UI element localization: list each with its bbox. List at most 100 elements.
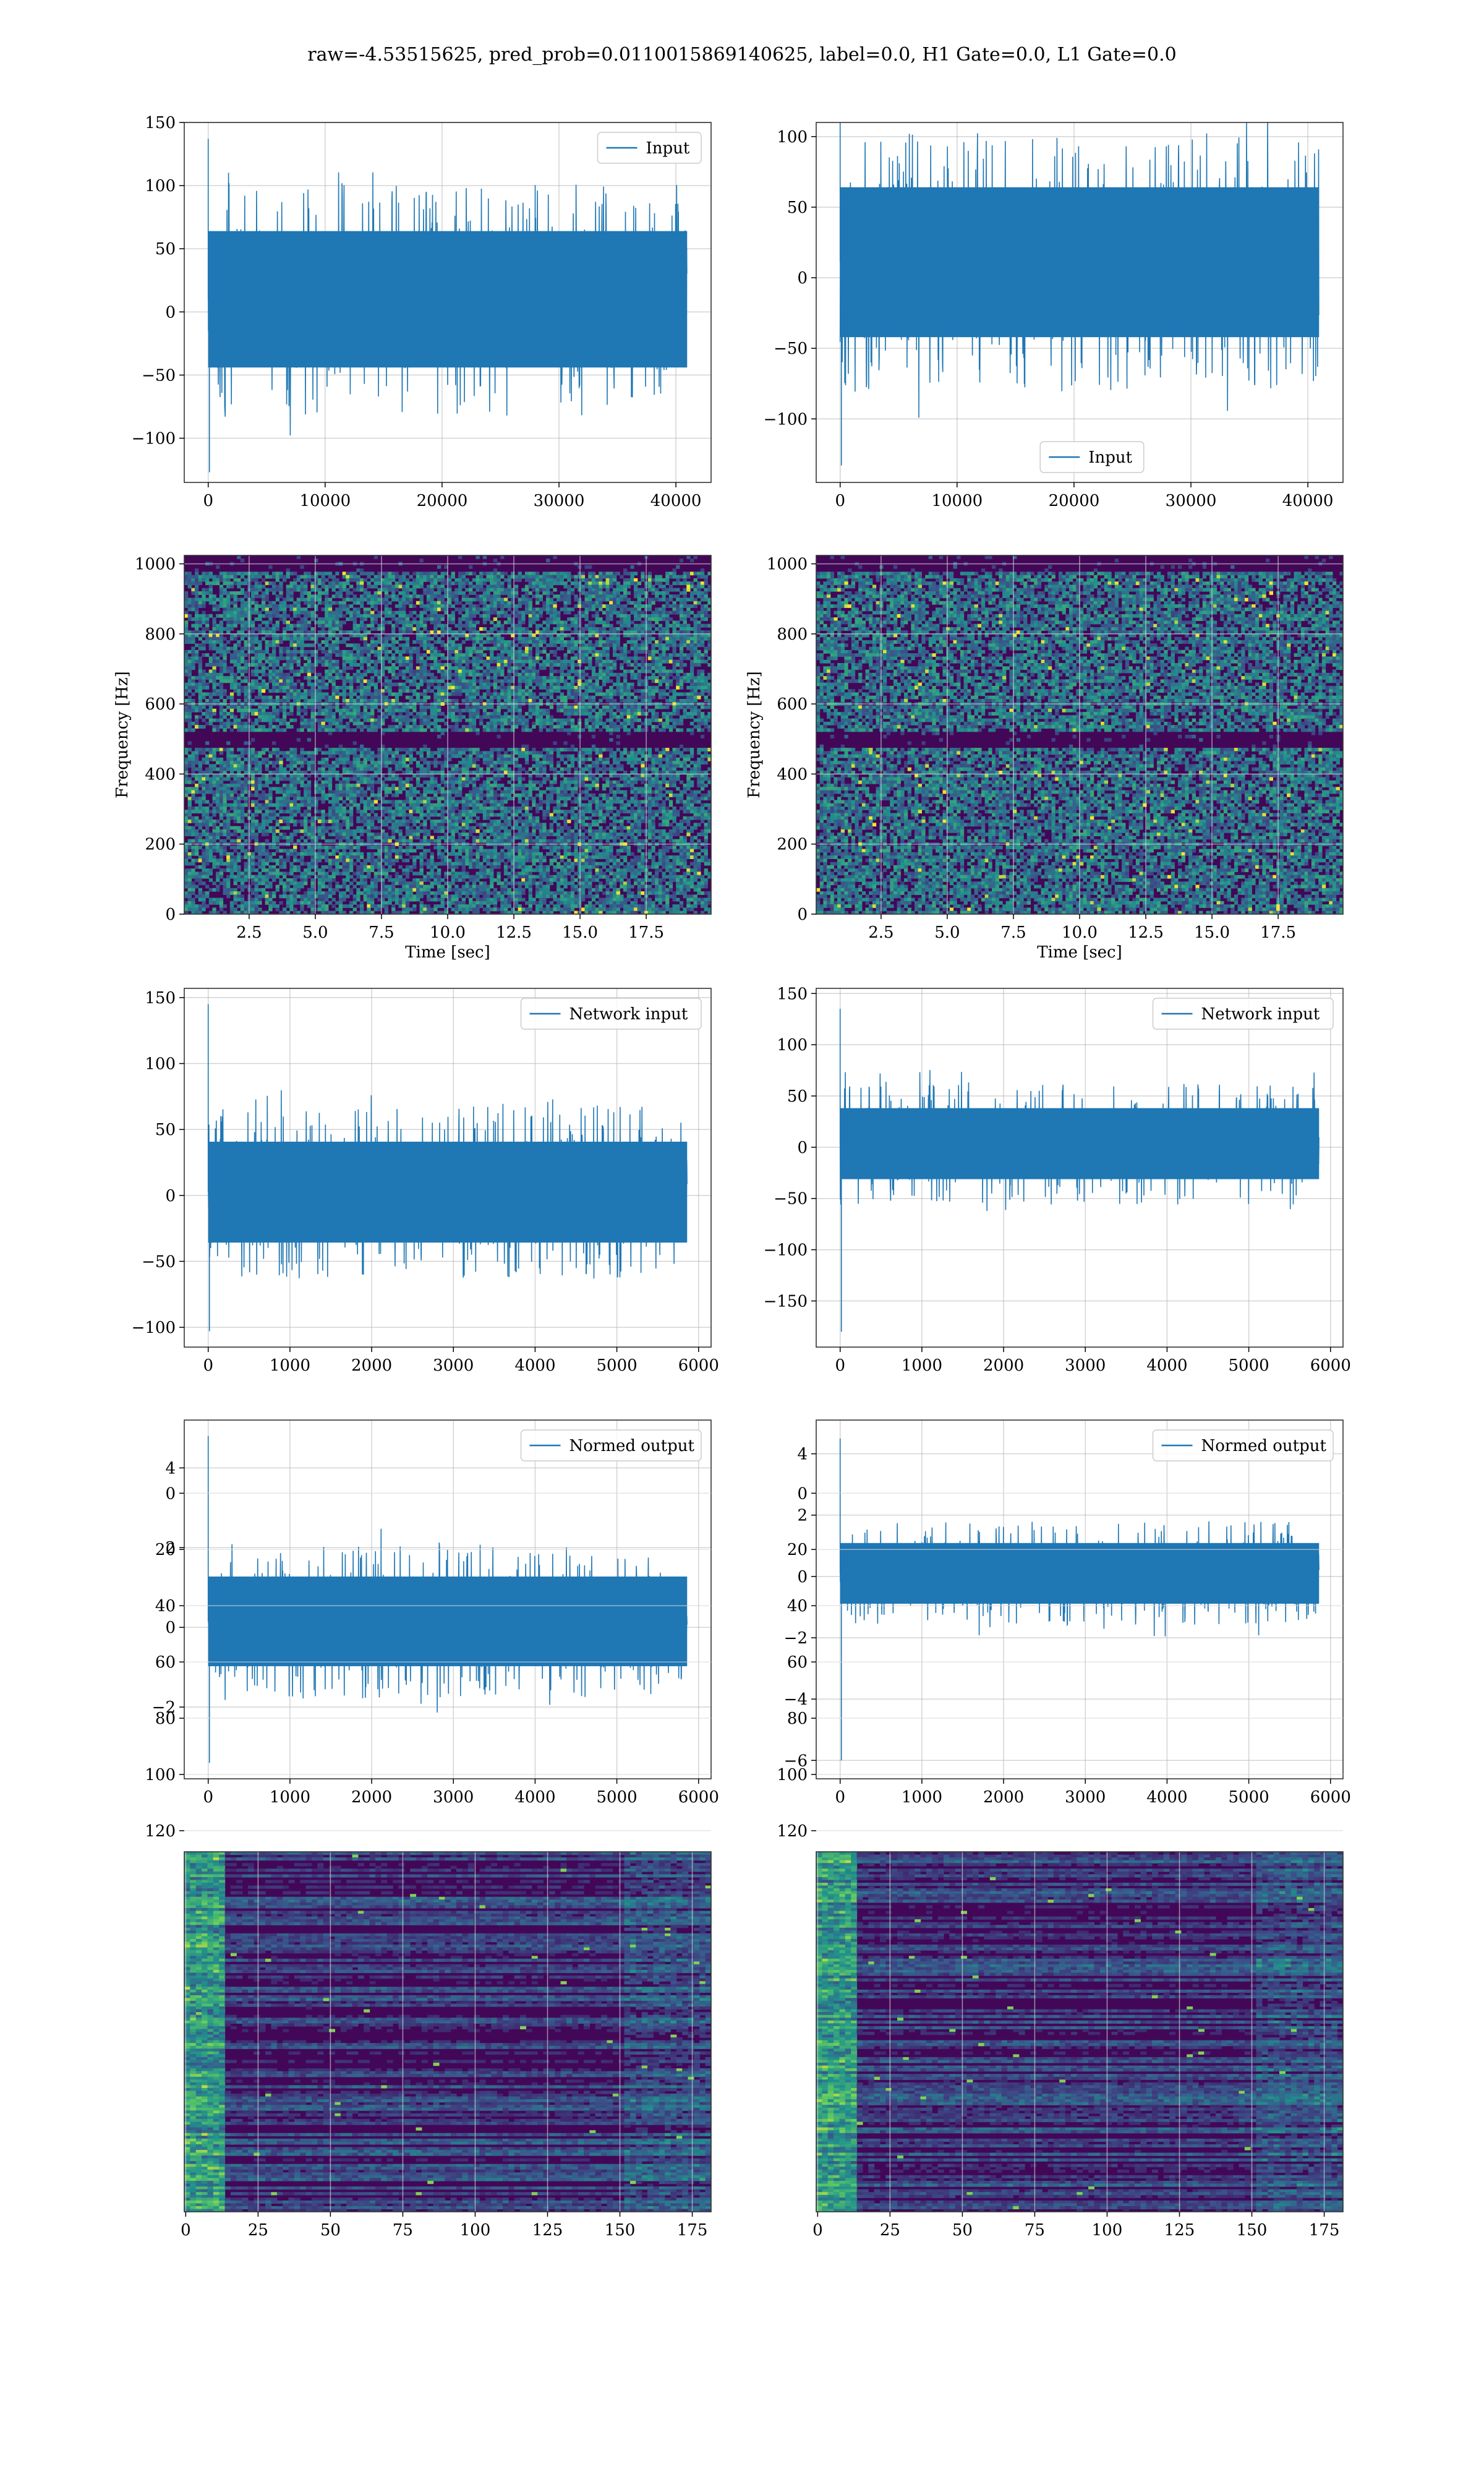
- legend: Network input: [1152, 998, 1334, 1030]
- x-tick-label: 5000: [597, 1788, 638, 1807]
- x-tick-label: 40000: [1282, 492, 1334, 510]
- x-tick-label: 3000: [433, 1788, 474, 1807]
- x-tick-label: 15.0: [562, 923, 598, 942]
- x-tick-label: 50: [320, 2221, 341, 2240]
- y-tick-label: 50: [155, 240, 176, 259]
- y-tick-label: 60: [787, 1653, 808, 1672]
- x-tick-label: 100: [1092, 2221, 1123, 2240]
- x-tick-label: 0: [203, 492, 213, 510]
- x-tick-label: 5.0: [934, 923, 960, 942]
- axes-frame: [816, 122, 1344, 483]
- x-tick-label: 12.5: [1128, 923, 1164, 942]
- y-tick-label: −50: [774, 340, 808, 358]
- y-tick-label: 400: [777, 765, 808, 784]
- x-tick-label: 2000: [983, 1356, 1024, 1375]
- x-tick-label: 0: [835, 492, 845, 510]
- x-tick-label: 2000: [351, 1788, 392, 1807]
- y-tick-label: 40: [155, 1597, 176, 1616]
- heatmap-image: [184, 1852, 711, 2212]
- legend-label: Input: [646, 139, 690, 158]
- x-tick-label: 175: [677, 2221, 708, 2240]
- legend-label: Normed output: [569, 1437, 695, 1455]
- x-tick-label: 4000: [514, 1788, 555, 1807]
- y-tick-label: 100: [777, 1036, 808, 1055]
- legend-box: [1152, 998, 1334, 1030]
- subplot-3-1: 0 1000 2000 3000 4000 5000 6000 −6 −4 −2 0 2 4 Normed…: [784, 1419, 1351, 1807]
- y-tick-label: −50: [774, 1190, 808, 1209]
- y-tick-label: 20: [787, 1541, 808, 1559]
- y-tick-label: 60: [155, 1653, 176, 1672]
- x-tick-label: 150: [605, 2221, 636, 2240]
- legend-box: [1152, 1429, 1334, 1462]
- axes-frame: [184, 988, 712, 1348]
- subplot-1-0: 2.5 5.0 7.5 10.0 12.5 15.0 17.5 0 200 400 600 800 10…: [113, 555, 712, 962]
- x-tick-label: 4000: [514, 1356, 555, 1375]
- y-tick-label: 0: [165, 303, 176, 322]
- x-tick-label: 1000: [270, 1356, 310, 1375]
- x-tick-label: 17.5: [628, 923, 664, 942]
- x-tick-label: 5000: [1229, 1356, 1269, 1375]
- series-band: [840, 1108, 1320, 1179]
- y-tick-label: 50: [787, 199, 808, 217]
- x-tick-label: 75: [393, 2221, 413, 2240]
- x-tick-label: 1000: [902, 1356, 942, 1375]
- x-tick-label: 10.0: [1062, 923, 1098, 942]
- grid: [816, 1492, 1343, 2212]
- y-tick-label: 80: [787, 1710, 808, 1728]
- x-tick-label: 6000: [1310, 1356, 1351, 1375]
- y-tick-label: 150: [145, 114, 176, 132]
- legend-label: Input: [1088, 448, 1132, 467]
- y-tick-label: 0: [797, 269, 808, 288]
- y-axis-label: Frequency [Hz]: [745, 671, 764, 798]
- y-tick-label: 4: [797, 1445, 808, 1464]
- axes-frame: [816, 1851, 1344, 2212]
- subplot-2-0: 0 1000 2000 3000 4000 5000 6000 −100 −50 0 50 100 15…: [132, 988, 719, 1375]
- x-tick-label: 25: [880, 2221, 900, 2240]
- axes-frame: [184, 1851, 712, 2212]
- y-tick-label: −4: [784, 1690, 808, 1709]
- y-tick-label: 100: [777, 128, 808, 147]
- x-tick-label: 20000: [417, 492, 468, 510]
- x-tick-label: 6000: [678, 1356, 719, 1375]
- legend: Normed output: [520, 1429, 702, 1462]
- x-tick-label: 4000: [1146, 1788, 1187, 1807]
- x-tick-label: 30000: [534, 492, 585, 510]
- legend: Normed output: [1152, 1429, 1334, 1462]
- y-tick-label: 600: [777, 695, 808, 714]
- y-tick-label: 1000: [135, 555, 176, 574]
- y-tick-label: 0: [797, 1484, 808, 1503]
- subplot-3-0: 0 1000 2000 3000 4000 5000 6000 −2 0 2 4 Normed out…: [152, 1419, 719, 1807]
- y-tick-label: −6: [784, 1752, 808, 1770]
- series-band: [840, 187, 1320, 338]
- x-tick-label: 17.5: [1260, 923, 1296, 942]
- series-band: [208, 231, 688, 368]
- y-axis-label: Frequency [Hz]: [113, 671, 132, 798]
- x-tick-label: 2000: [351, 1356, 392, 1375]
- heatmap-image: [816, 1852, 1343, 2212]
- y-tick-label: 0: [165, 1619, 176, 1637]
- y-tick-label: 600: [145, 695, 176, 714]
- x-tick-label: 125: [532, 2221, 563, 2240]
- subplot-0-0: 0 10000 20000 30000 40000 −100 −50 0 50 100 150 Inp…: [132, 114, 712, 510]
- x-axis-label: Time [sec]: [405, 943, 490, 962]
- x-tick-label: 125: [1164, 2221, 1195, 2240]
- y-tick-label: −50: [142, 1252, 176, 1271]
- x-tick-label: 12.5: [496, 923, 532, 942]
- legend-box: [597, 132, 702, 164]
- x-tick-label: 25: [248, 2221, 268, 2240]
- y-tick-label: 0: [797, 1139, 808, 1157]
- x-tick-label: 0: [203, 1788, 213, 1807]
- x-tick-label: 2.5: [236, 923, 262, 942]
- legend: Input: [597, 132, 702, 164]
- x-tick-label: 4000: [1146, 1356, 1187, 1375]
- y-tick-label: 200: [145, 836, 176, 854]
- x-tick-label: 3000: [433, 1356, 474, 1375]
- y-tick-label: 40: [787, 1597, 808, 1616]
- subplot-2-1: 0 1000 2000 3000 4000 5000 6000 −150 −100 −50 0 50 1…: [764, 985, 1351, 1375]
- x-tick-label: 6000: [678, 1788, 719, 1807]
- y-tick-label: 200: [777, 836, 808, 854]
- y-tick-label: 50: [787, 1087, 808, 1106]
